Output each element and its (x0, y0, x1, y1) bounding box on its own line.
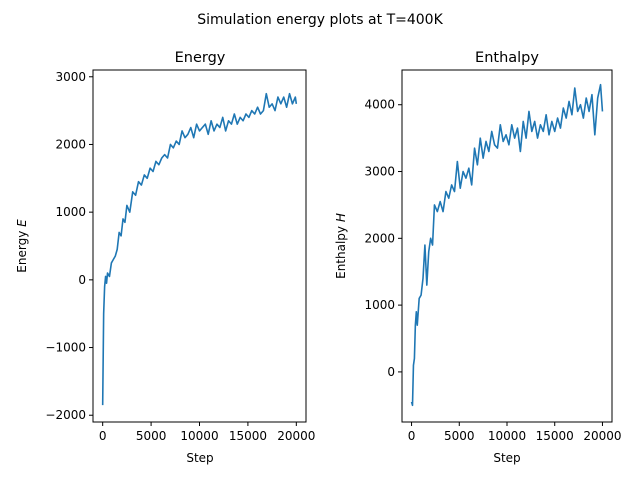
figure-suptitle: Simulation energy plots at T=400K (197, 12, 443, 28)
energy-ylabel-text: Energy (15, 227, 29, 273)
energy-xtick-label: 20000 (277, 429, 315, 443)
energy-ylabel-symbol: E (15, 219, 29, 227)
enthalpy-ytick-label: 4000 (364, 98, 395, 112)
enthalpy-xlabel: Step (493, 451, 520, 465)
energy-ytick-label: 2000 (55, 137, 86, 151)
energy-ytick-label: −1000 (45, 341, 86, 355)
enthalpy-xtick-label: 0 (408, 429, 416, 443)
energy-ytick-label: −2000 (45, 408, 86, 422)
energy-ytick-label: 1000 (55, 205, 86, 219)
energy-plot-area: 0 5000 10000 15000 20000 −2000 −1000 0 1000 2000 3… (45, 69, 315, 443)
enthalpy-xtick-label: 15000 (536, 429, 574, 443)
energy-xlabel: Step (186, 451, 213, 465)
enthalpy-title: Enthalpy (475, 50, 539, 66)
energy-title: Energy (175, 50, 226, 66)
enthalpy-ylabel-symbol: H (334, 213, 348, 222)
energy-panel: Energy 0 5000 10000 15000 20000 −2000 −1000 0 10… (15, 50, 315, 465)
energy-xtick-label: 0 (99, 429, 107, 443)
enthalpy-series-line (410, 83, 604, 407)
energy-ylabel: Energy E (15, 219, 29, 273)
enthalpy-xtick-label: 20000 (583, 429, 621, 443)
enthalpy-plot-area: 0 5000 10000 15000 20000 0 1000 2000 3000 4000 (364, 69, 622, 443)
enthalpy-xtick-label: 5000 (444, 429, 475, 443)
enthalpy-xtick-label: 10000 (488, 429, 526, 443)
enthalpy-ylabel: Enthalpy H (334, 213, 348, 279)
enthalpy-ytick-label: 1000 (364, 298, 395, 312)
enthalpy-ytick-label: 2000 (364, 231, 395, 245)
energy-ytick-label: 0 (78, 273, 86, 287)
enthalpy-ytick-label: 3000 (364, 165, 395, 179)
enthalpy-panel: Enthalpy 0 5000 10000 15000 20000 0 1000 2000 30… (334, 50, 622, 465)
enthalpy-ylabel-text: Enthalpy (334, 222, 348, 279)
energy-xtick-label: 15000 (229, 429, 267, 443)
energy-ytick-label: 3000 (55, 70, 86, 84)
energy-xtick-label: 5000 (136, 429, 167, 443)
enthalpy-ytick-label: 0 (387, 365, 395, 379)
energy-series-line (101, 92, 298, 406)
energy-xtick-label: 10000 (180, 429, 218, 443)
